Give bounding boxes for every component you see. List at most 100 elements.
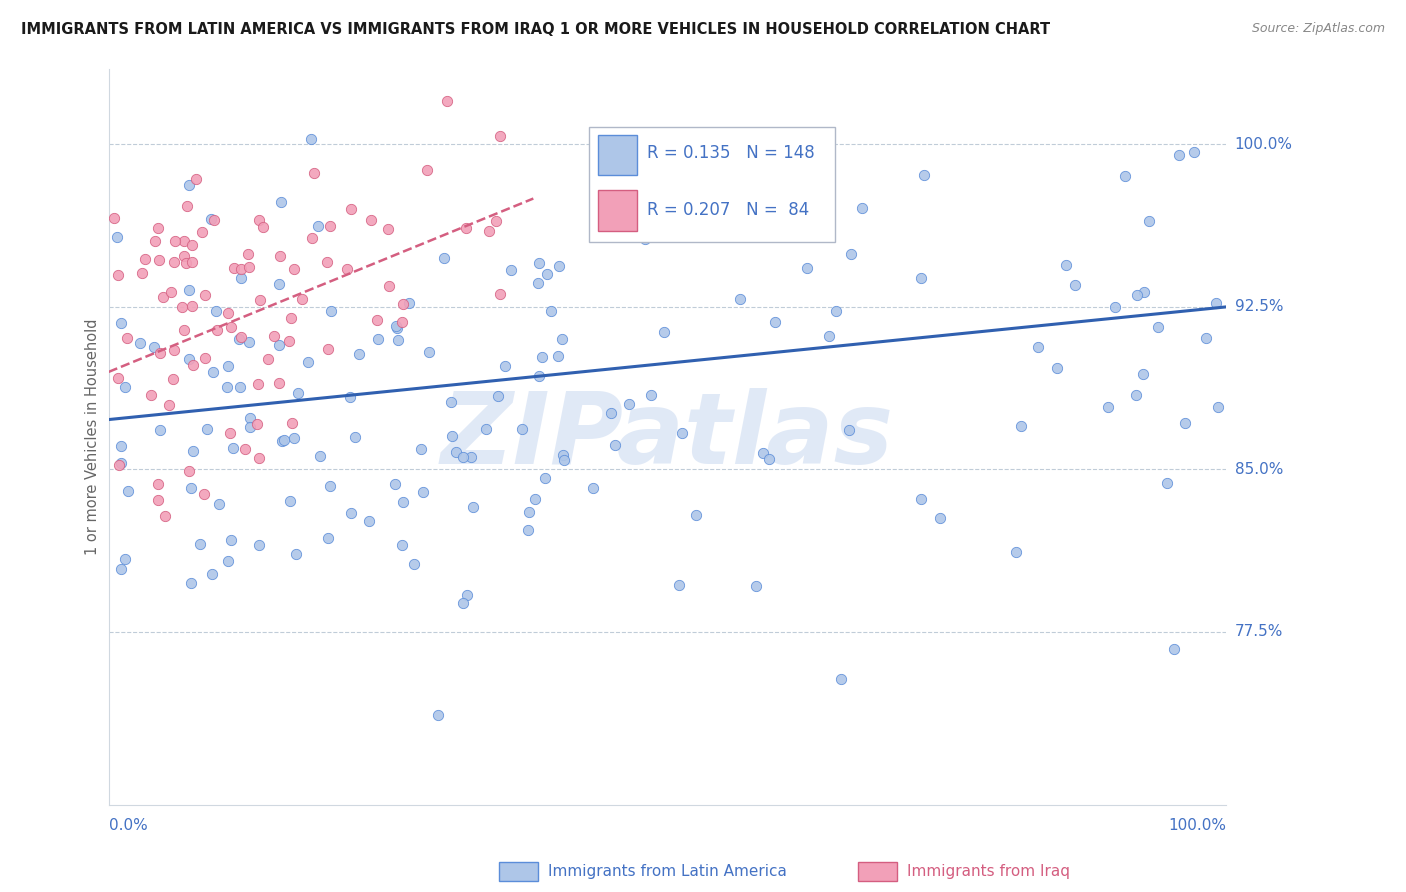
Point bbox=[357, 514, 380, 528]
Point bbox=[193, 487, 215, 501]
Point bbox=[475, 422, 498, 436]
Point bbox=[202, 213, 225, 227]
Point bbox=[107, 268, 129, 283]
Point bbox=[838, 424, 860, 438]
Point bbox=[1045, 361, 1067, 376]
Point bbox=[339, 506, 361, 520]
Point bbox=[170, 300, 193, 314]
Point bbox=[377, 222, 399, 236]
Point bbox=[553, 453, 575, 467]
Point bbox=[1026, 340, 1049, 354]
Point bbox=[1054, 258, 1077, 272]
Point bbox=[217, 554, 239, 568]
Point bbox=[163, 254, 186, 268]
Point bbox=[910, 271, 932, 285]
Point bbox=[752, 445, 775, 459]
Point bbox=[668, 577, 690, 591]
Point bbox=[548, 260, 571, 274]
Point bbox=[297, 355, 319, 369]
Point bbox=[153, 509, 176, 524]
Point bbox=[176, 199, 198, 213]
Text: R = 0.207   N =  84: R = 0.207 N = 84 bbox=[647, 201, 810, 219]
Point bbox=[149, 423, 172, 437]
Point bbox=[238, 260, 260, 274]
Point bbox=[281, 417, 304, 431]
Point bbox=[114, 380, 136, 394]
Point bbox=[271, 434, 294, 448]
Point bbox=[180, 481, 202, 495]
Point bbox=[110, 439, 132, 453]
Text: 85.0%: 85.0% bbox=[1234, 462, 1282, 477]
Point bbox=[267, 277, 290, 291]
Point bbox=[217, 359, 239, 373]
Point bbox=[409, 442, 432, 456]
Point bbox=[319, 304, 342, 318]
Point bbox=[307, 219, 329, 233]
Point bbox=[404, 557, 426, 571]
Point bbox=[617, 397, 640, 411]
Point bbox=[283, 261, 305, 276]
Point bbox=[217, 379, 239, 393]
Point bbox=[278, 494, 301, 508]
Point bbox=[912, 168, 935, 182]
Point bbox=[367, 333, 389, 347]
Point bbox=[488, 287, 510, 301]
Point bbox=[247, 538, 270, 552]
Point bbox=[246, 376, 269, 391]
Point bbox=[249, 293, 271, 308]
Text: IMMIGRANTS FROM LATIN AMERICA VS IMMIGRANTS FROM IRAQ 1 OR MORE VEHICLES IN HOUS: IMMIGRANTS FROM LATIN AMERICA VS IMMIGRA… bbox=[21, 22, 1050, 37]
Point bbox=[416, 162, 439, 177]
Point bbox=[456, 589, 478, 603]
Point bbox=[685, 508, 707, 522]
Point bbox=[728, 292, 751, 306]
Point bbox=[217, 306, 239, 320]
Point bbox=[1195, 330, 1218, 344]
Point bbox=[194, 351, 217, 365]
Point bbox=[180, 255, 202, 269]
Point bbox=[446, 445, 468, 459]
Point bbox=[191, 225, 214, 239]
Point bbox=[148, 252, 170, 267]
Text: 100.0%: 100.0% bbox=[1234, 136, 1292, 152]
Point bbox=[201, 365, 224, 379]
Point bbox=[928, 511, 950, 525]
Point bbox=[205, 304, 228, 318]
Point bbox=[114, 552, 136, 566]
Point bbox=[269, 248, 291, 262]
Point bbox=[160, 285, 183, 299]
Point bbox=[219, 533, 242, 548]
Point bbox=[291, 293, 314, 307]
Point bbox=[181, 444, 204, 458]
Bar bbox=[598, 135, 637, 176]
Point bbox=[107, 371, 129, 385]
Point bbox=[270, 195, 292, 210]
Point bbox=[582, 482, 605, 496]
Point bbox=[485, 214, 508, 228]
Point bbox=[173, 249, 195, 263]
Point bbox=[654, 325, 676, 339]
Point bbox=[318, 479, 340, 493]
Text: 92.5%: 92.5% bbox=[1234, 300, 1284, 314]
Point bbox=[105, 230, 128, 244]
Point bbox=[436, 94, 458, 108]
Point bbox=[108, 458, 131, 472]
Point bbox=[1156, 475, 1178, 490]
Point bbox=[1205, 296, 1227, 310]
Point bbox=[527, 256, 550, 270]
Point bbox=[228, 332, 250, 346]
Point bbox=[149, 346, 172, 360]
Point bbox=[398, 295, 420, 310]
Y-axis label: 1 or more Vehicles in Household: 1 or more Vehicles in Household bbox=[86, 318, 100, 555]
Point bbox=[418, 345, 440, 359]
Point bbox=[745, 579, 768, 593]
Text: Source: ZipAtlas.com: Source: ZipAtlas.com bbox=[1251, 22, 1385, 36]
Point bbox=[486, 389, 509, 403]
Point bbox=[456, 221, 478, 235]
Point bbox=[460, 450, 482, 464]
Point bbox=[218, 425, 240, 440]
Point bbox=[1182, 145, 1205, 160]
Point bbox=[285, 547, 308, 561]
Point bbox=[309, 450, 332, 464]
Point bbox=[1137, 214, 1160, 228]
Point bbox=[299, 132, 322, 146]
